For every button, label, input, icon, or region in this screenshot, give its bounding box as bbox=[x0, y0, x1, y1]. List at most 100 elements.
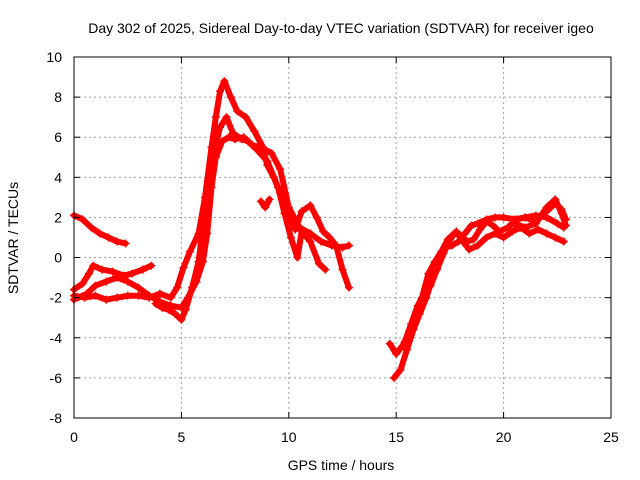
data-point bbox=[491, 229, 500, 238]
data-point bbox=[121, 239, 130, 248]
data-point bbox=[185, 247, 194, 256]
y-axis-label: SDTVAR / TECUs bbox=[5, 182, 21, 294]
y-tick-label: 6 bbox=[54, 129, 62, 145]
data-point bbox=[473, 219, 482, 228]
data-point bbox=[321, 265, 330, 274]
x-tick-label: 15 bbox=[388, 429, 404, 445]
data-point bbox=[112, 237, 121, 246]
data-point bbox=[267, 149, 276, 158]
x-tick-label: 20 bbox=[496, 429, 512, 445]
data-point bbox=[198, 223, 207, 232]
data-point bbox=[392, 349, 401, 358]
data-point bbox=[181, 305, 190, 314]
data-point bbox=[521, 223, 530, 232]
grid-lines bbox=[74, 57, 611, 418]
data-point bbox=[194, 257, 203, 266]
data-series bbox=[70, 77, 570, 382]
data-point bbox=[233, 107, 242, 116]
data-point bbox=[209, 149, 218, 158]
data-point bbox=[306, 229, 315, 238]
x-tick-label: 10 bbox=[281, 429, 297, 445]
data-point bbox=[482, 215, 491, 224]
data-point bbox=[188, 283, 197, 292]
y-tick-label: 4 bbox=[54, 169, 62, 185]
data-point bbox=[228, 129, 237, 138]
data-point bbox=[151, 299, 160, 308]
data-point bbox=[203, 183, 212, 192]
data-point bbox=[91, 291, 100, 300]
data-point bbox=[553, 219, 562, 228]
data-point bbox=[274, 183, 283, 192]
data-point bbox=[551, 233, 560, 242]
data-point bbox=[344, 241, 353, 250]
y-tick-label: -8 bbox=[50, 410, 63, 426]
data-point bbox=[78, 279, 87, 288]
series-arc-7 bbox=[386, 212, 567, 357]
data-point bbox=[95, 229, 104, 238]
data-point bbox=[226, 93, 235, 102]
data-point bbox=[276, 165, 285, 174]
data-point bbox=[91, 281, 100, 290]
data-point bbox=[216, 123, 225, 132]
data-point bbox=[396, 365, 405, 374]
data-point bbox=[173, 283, 182, 292]
y-tick-label: 10 bbox=[46, 49, 62, 65]
data-point bbox=[170, 309, 179, 318]
data-point bbox=[319, 227, 328, 236]
data-point bbox=[263, 157, 272, 166]
data-point bbox=[243, 137, 252, 146]
data-point bbox=[314, 259, 323, 268]
data-point bbox=[250, 127, 259, 136]
data-point bbox=[557, 209, 566, 218]
data-point bbox=[265, 195, 274, 204]
data-point bbox=[482, 233, 491, 242]
data-point bbox=[256, 197, 265, 206]
data-point bbox=[439, 249, 448, 258]
data-point bbox=[297, 207, 306, 216]
data-point bbox=[499, 233, 508, 242]
data-point bbox=[465, 245, 474, 254]
data-point bbox=[222, 113, 231, 122]
data-point bbox=[400, 337, 409, 346]
data-point bbox=[407, 319, 416, 328]
data-point bbox=[338, 265, 347, 274]
data-point bbox=[134, 291, 143, 300]
data-point bbox=[155, 289, 164, 298]
data-point bbox=[112, 273, 121, 282]
x-tick-label: 25 bbox=[603, 429, 619, 445]
tick-labels: 0 5 10 15 20 25 -8 -6 -4 -2 0 2 4 6 8 10 bbox=[46, 49, 619, 445]
data-point bbox=[306, 237, 315, 246]
data-point bbox=[102, 277, 111, 286]
data-point bbox=[123, 291, 132, 300]
data-point bbox=[134, 283, 143, 292]
data-point bbox=[241, 113, 250, 122]
data-point bbox=[460, 229, 469, 238]
series-arc-9 bbox=[401, 224, 567, 345]
data-point bbox=[420, 289, 429, 298]
data-point bbox=[525, 229, 534, 238]
data-point bbox=[473, 241, 482, 250]
data-point bbox=[80, 293, 89, 302]
data-point bbox=[89, 261, 98, 270]
data-point bbox=[138, 265, 147, 274]
data-point bbox=[491, 213, 500, 222]
series-arc-10-markers bbox=[510, 195, 570, 232]
x-axis-label: GPS time / hours bbox=[288, 457, 395, 473]
data-point bbox=[452, 227, 461, 236]
data-point bbox=[224, 133, 233, 142]
data-point bbox=[158, 303, 167, 312]
plot-frame bbox=[73, 56, 612, 419]
data-point bbox=[344, 283, 353, 292]
data-point bbox=[123, 277, 132, 286]
data-point bbox=[317, 237, 326, 246]
data-point bbox=[237, 135, 246, 144]
data-point bbox=[445, 235, 454, 244]
data-point bbox=[338, 243, 347, 252]
data-point bbox=[312, 213, 321, 222]
series-arc-5-markers bbox=[151, 113, 330, 324]
data-point bbox=[127, 269, 136, 278]
data-point bbox=[325, 233, 334, 242]
y-tick-label: -2 bbox=[50, 290, 63, 306]
data-point bbox=[533, 225, 542, 234]
